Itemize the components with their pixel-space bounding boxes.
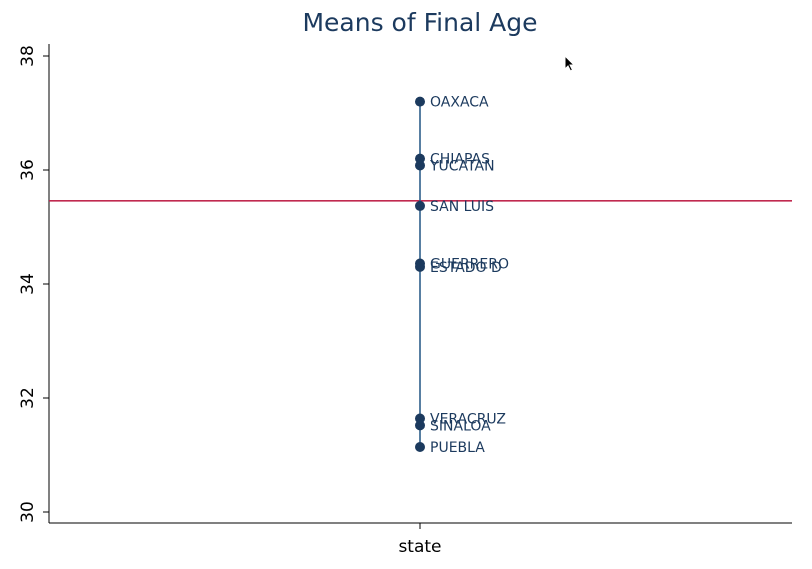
data-point-marker xyxy=(415,96,425,107)
data-point-label: SAN LUIS xyxy=(430,199,494,215)
data-point-label: CHIAPAS xyxy=(430,152,490,168)
chart-title: Means of Final Age xyxy=(302,8,537,37)
x-axis-label: state xyxy=(398,537,441,557)
y-tick-label: 36 xyxy=(18,159,38,181)
data-point-marker xyxy=(415,413,425,424)
data-point-label: ESTADO D xyxy=(430,260,502,276)
y-tick-label: 32 xyxy=(18,387,38,409)
data-point-marker xyxy=(415,200,425,211)
data-point-label: VERACRUZ xyxy=(430,412,506,428)
data-point-label: GUERRERO xyxy=(430,256,509,272)
data-point-marker xyxy=(415,420,425,431)
mouse-cursor-icon xyxy=(564,55,576,72)
y-ticks: 30 32 34 36 38 xyxy=(18,45,49,523)
data-point-marker xyxy=(415,160,425,171)
data-point-label: PUEBLA xyxy=(430,440,485,456)
y-tick-label: 34 xyxy=(18,273,38,295)
data-point-marker xyxy=(415,261,425,272)
data-point-marker xyxy=(415,153,425,164)
y-tick-label: 30 xyxy=(18,501,38,523)
data-point-marker xyxy=(415,442,425,453)
data-point-label: YUCATAN xyxy=(429,158,495,174)
y-tick-label: 38 xyxy=(18,45,38,67)
data-point-label: OAXACA xyxy=(430,95,489,111)
data-point-label: SINALOA xyxy=(430,418,491,434)
